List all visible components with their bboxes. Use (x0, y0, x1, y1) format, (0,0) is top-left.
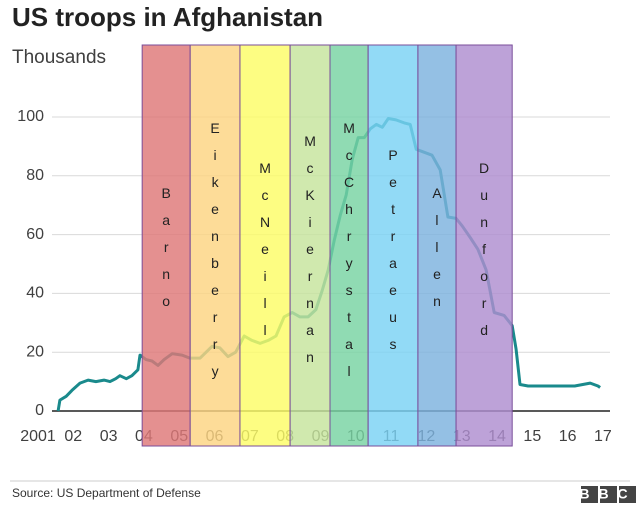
y-tick-label: 40 (26, 285, 44, 302)
x-tick-label: 03 (100, 428, 118, 445)
band-label: Allen (429, 185, 445, 320)
x-tick-label: 2001 (20, 428, 56, 445)
logo-box (619, 486, 636, 503)
band (239, 44, 291, 447)
band-label: McChrystal (341, 120, 357, 390)
y-tick-label: 100 (17, 108, 44, 125)
y-tick-label: 80 (26, 167, 44, 184)
band (367, 44, 419, 447)
band-label: McKiernan (302, 133, 318, 376)
band (141, 44, 191, 447)
y-tick-label: 0 (35, 402, 44, 419)
band (455, 44, 513, 447)
logo: BBC (579, 486, 636, 503)
band (289, 44, 331, 447)
band-label: McNeill (257, 160, 273, 349)
x-tick-label: 02 (64, 428, 82, 445)
logo-text: BBC (579, 486, 636, 502)
band-label: Barno (158, 185, 174, 320)
source: Source: US Department of Defense (12, 486, 201, 500)
band-label: Petraeus (385, 147, 401, 363)
band (189, 44, 241, 447)
y-tick-label: 20 (26, 343, 44, 360)
band (417, 44, 457, 447)
logo-box (600, 486, 617, 503)
band-label: Dunford (476, 160, 492, 349)
x-tick-label: 16 (559, 428, 577, 445)
y-tick-label: 60 (26, 226, 44, 243)
band-label: Eikenberry (207, 120, 223, 390)
x-tick-label: 15 (523, 428, 541, 445)
chart-title: US troops in Afghanistan (12, 2, 323, 32)
logo-box (581, 486, 598, 503)
band (329, 44, 369, 447)
chart-subtitle: Thousands (12, 47, 106, 68)
x-tick-label: 17 (594, 428, 612, 445)
